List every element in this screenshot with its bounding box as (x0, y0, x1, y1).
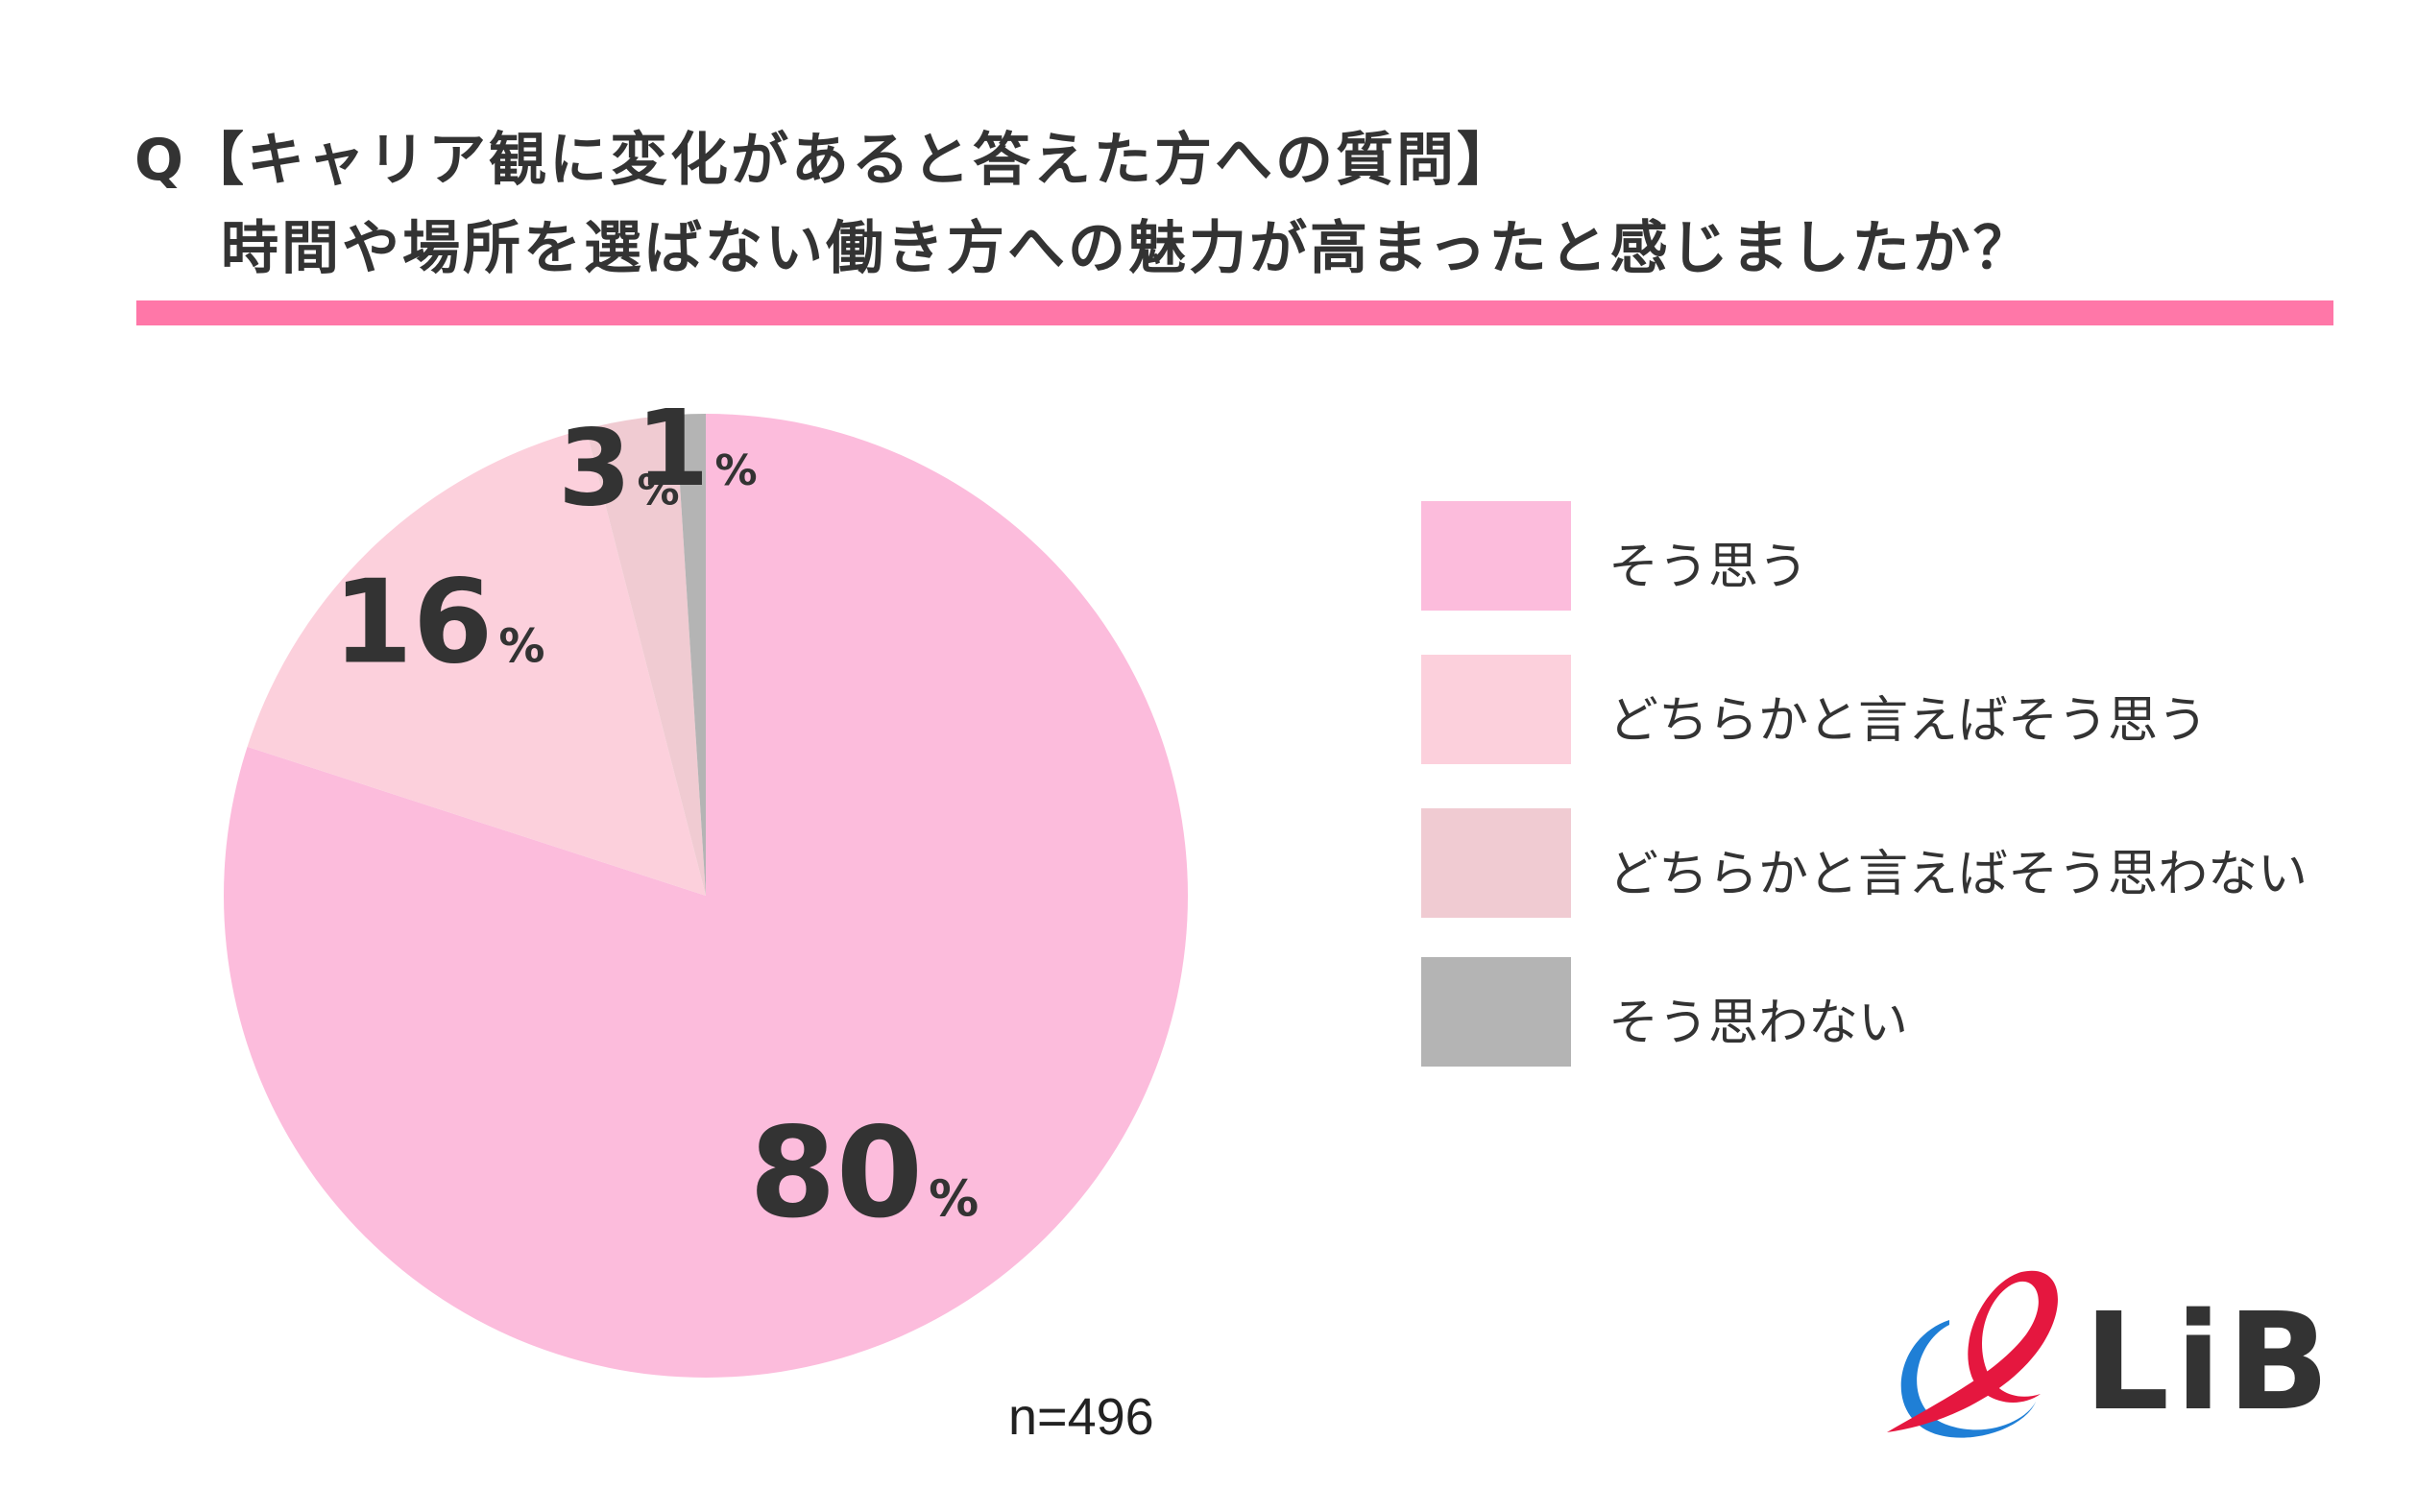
slice-label-1: 80% (749, 1100, 979, 1246)
legend-label-3: どちらかと言えばそう思わない (1608, 846, 2308, 903)
legend-label-2: どちらかと言えばそう思う (1608, 692, 2209, 750)
legend-swatch-3 (1421, 808, 1571, 918)
chart-title-line-2: 時間や場所を選ばない働き方への魅力が高まったと感じましたか？ (221, 215, 2034, 282)
slice-label-2: 16% (332, 557, 544, 690)
legend-label-4: そう思わない (1608, 995, 1909, 1052)
slice-label-3: 3% (558, 406, 680, 529)
pie-slice-4 (675, 414, 706, 896)
lib-logo (1887, 1270, 2058, 1438)
pie-slice-3 (586, 414, 706, 896)
sample-size: n=496 (1008, 1388, 1154, 1446)
legend-label-1: そう思う (1608, 539, 1809, 596)
legend-swatch-4 (1421, 957, 1571, 1067)
title-underline (136, 300, 2333, 325)
legend-swatch-2 (1421, 655, 1571, 764)
logo-red-swoosh (1887, 1270, 2058, 1432)
pie-slice-2 (247, 428, 706, 896)
slice-label-4: 1% (636, 387, 758, 510)
legend-swatch-1 (1421, 501, 1571, 611)
logo-text: LiB (2084, 1284, 2335, 1441)
chart-title-line-1: Q【キャリア観に変化があると答えた方への質問】 (134, 127, 1518, 194)
